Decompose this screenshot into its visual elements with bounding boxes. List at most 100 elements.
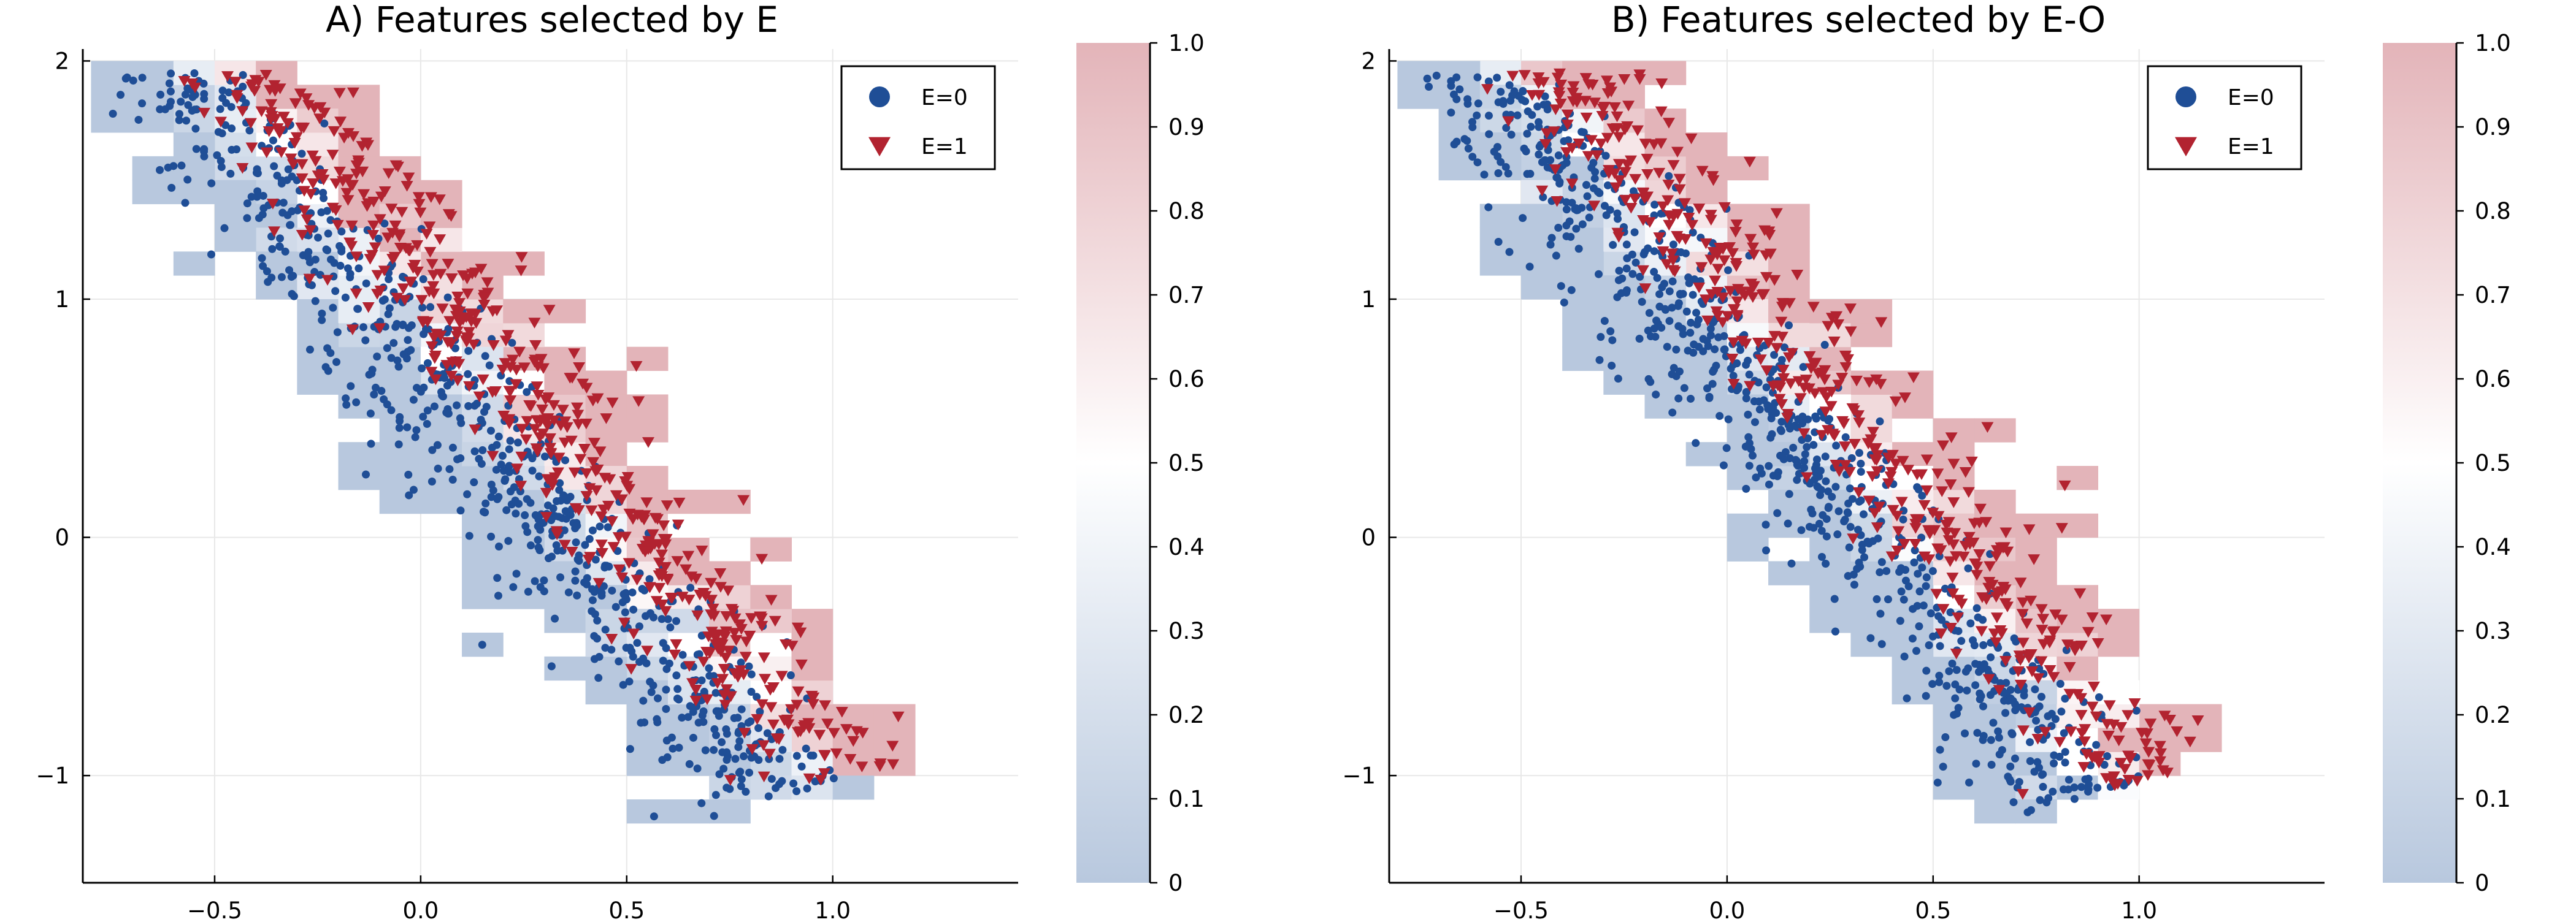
point-e1 xyxy=(799,720,811,731)
point-e0 xyxy=(2132,706,2141,715)
point-e1 xyxy=(640,497,653,508)
point-e1 xyxy=(892,711,905,723)
point-e0 xyxy=(1908,634,1917,643)
point-e0 xyxy=(1600,202,1609,210)
point-e1 xyxy=(1944,556,1957,567)
point-e0 xyxy=(1899,595,1908,604)
point-e1 xyxy=(434,330,447,341)
point-e1 xyxy=(605,634,618,645)
point-e1 xyxy=(568,467,581,479)
heatmap-cell xyxy=(1520,204,1563,228)
point-e0 xyxy=(669,744,677,753)
point-e0 xyxy=(258,254,266,262)
point-e1 xyxy=(1539,139,1552,150)
point-e1 xyxy=(1596,111,1609,122)
point-e1 xyxy=(2191,715,2204,726)
point-e0 xyxy=(1804,434,1812,443)
point-e0 xyxy=(1708,239,1717,248)
point-e0 xyxy=(418,303,427,312)
point-e1 xyxy=(1704,215,1717,226)
point-e1 xyxy=(618,617,631,629)
point-e0 xyxy=(628,588,637,596)
point-e1 xyxy=(2153,756,2166,768)
point-e1 xyxy=(691,610,704,622)
point-e0 xyxy=(1961,668,1970,676)
point-e1 xyxy=(1613,175,1626,186)
point-e0 xyxy=(588,585,596,593)
point-e0 xyxy=(2055,752,2064,761)
point-e0 xyxy=(305,280,313,289)
point-e0 xyxy=(1455,85,1464,94)
point-e0 xyxy=(207,250,215,259)
point-e0 xyxy=(270,162,278,170)
point-e1 xyxy=(720,684,733,695)
point-e1 xyxy=(268,226,281,237)
point-e1 xyxy=(295,122,308,134)
point-e1 xyxy=(540,512,553,523)
point-e0 xyxy=(1784,321,1793,330)
point-e0 xyxy=(601,625,610,634)
point-e1 xyxy=(642,437,654,448)
point-e0 xyxy=(121,74,130,83)
point-e0 xyxy=(626,745,634,753)
point-e1 xyxy=(412,192,425,203)
point-e1 xyxy=(1832,379,1845,391)
point-e1 xyxy=(1629,173,1642,185)
point-e0 xyxy=(734,714,742,722)
point-e1 xyxy=(671,556,684,567)
point-e1 xyxy=(540,487,553,499)
point-e0 xyxy=(740,752,748,761)
point-e0 xyxy=(1767,414,1776,422)
point-e0 xyxy=(1560,298,1568,307)
point-e1 xyxy=(499,335,512,347)
point-e1 xyxy=(1803,351,1816,362)
point-e1 xyxy=(1612,159,1625,170)
scatter-points xyxy=(1423,68,2204,817)
point-e0 xyxy=(380,295,389,303)
point-e0 xyxy=(1773,509,1782,517)
point-e0 xyxy=(2037,693,2045,701)
point-e0 xyxy=(710,812,718,820)
colorbar-tick-label: 0.9 xyxy=(2475,114,2511,140)
point-e1 xyxy=(1760,272,1773,283)
point-e0 xyxy=(1800,457,1809,465)
point-e0 xyxy=(1858,546,1866,554)
point-e0 xyxy=(464,370,472,378)
point-e0 xyxy=(399,321,407,329)
point-e0 xyxy=(423,406,432,415)
point-e0 xyxy=(1513,111,1522,120)
point-e0 xyxy=(1928,680,1937,688)
point-e1 xyxy=(1643,217,1656,228)
point-e0 xyxy=(1595,270,1603,278)
point-e0 xyxy=(1618,274,1627,283)
point-e0 xyxy=(662,665,671,673)
point-e1 xyxy=(1784,378,1797,389)
point-e0 xyxy=(544,554,553,563)
point-e1 xyxy=(491,305,504,316)
point-e0 xyxy=(453,401,461,410)
point-e0 xyxy=(1987,736,1995,744)
point-e0 xyxy=(188,107,196,115)
point-e0 xyxy=(1724,415,1733,424)
point-e0 xyxy=(1668,408,1677,417)
point-e0 xyxy=(1922,666,1931,675)
point-e1 xyxy=(2014,655,2027,666)
point-e0 xyxy=(245,126,254,135)
point-e1 xyxy=(426,259,439,270)
heatmap-cell xyxy=(585,370,627,395)
point-e1 xyxy=(356,166,369,178)
point-e0 xyxy=(711,791,720,799)
point-e1 xyxy=(1832,319,1845,330)
point-e0 xyxy=(591,555,600,564)
point-e0 xyxy=(1653,273,1662,282)
point-e0 xyxy=(1630,228,1639,237)
point-e1 xyxy=(728,628,741,639)
point-e1 xyxy=(347,87,359,99)
point-e1 xyxy=(290,132,303,143)
heatmap-cell xyxy=(1603,299,1646,324)
point-e0 xyxy=(561,492,569,501)
point-e0 xyxy=(719,764,728,773)
point-e1 xyxy=(1754,354,1767,365)
point-e1 xyxy=(1735,286,1748,298)
point-e0 xyxy=(2012,637,2020,646)
